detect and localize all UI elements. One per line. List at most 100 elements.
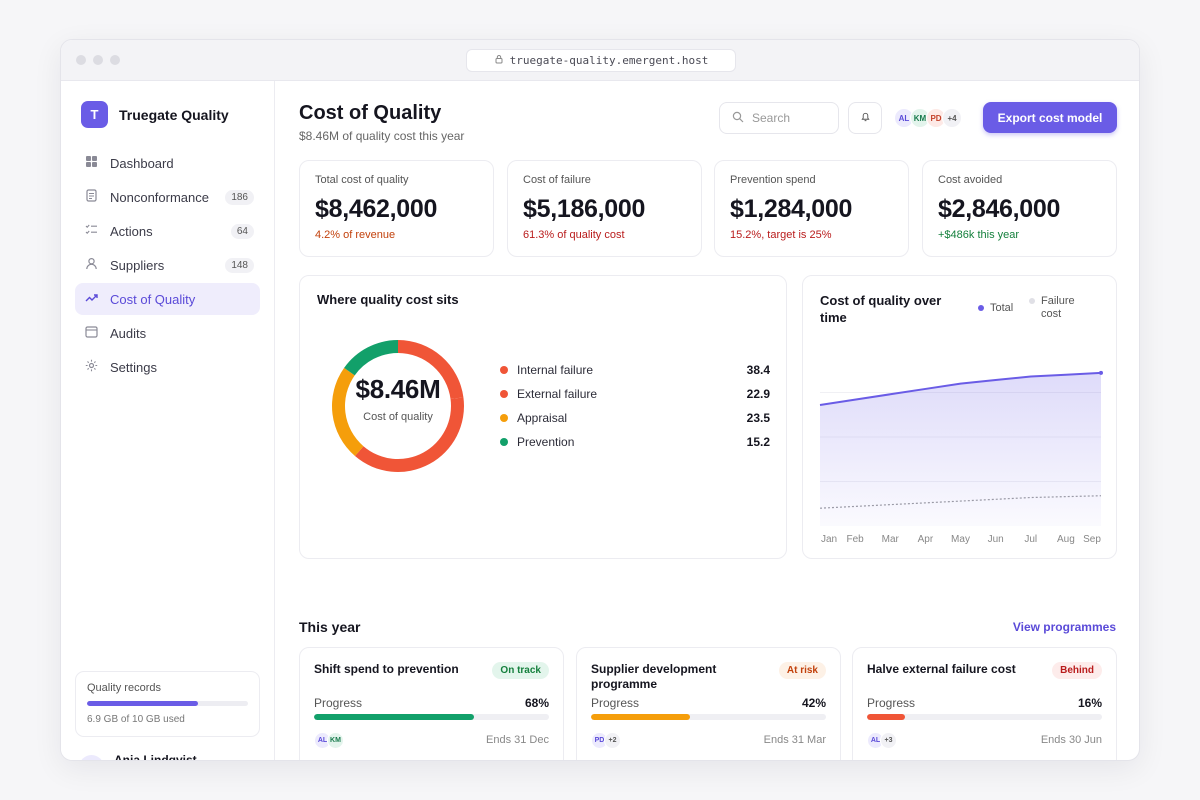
sidebar-item-audits[interactable]: Audits <box>75 317 260 349</box>
owner-avatars: AL KM <box>314 732 344 749</box>
browser-titlebar: truegate-quality.emergent.host <box>61 40 1139 81</box>
sidebar-item-suppliers[interactable]: Suppliers 148 <box>75 249 260 281</box>
brand[interactable]: T Truegate Quality <box>81 101 229 128</box>
sidebar-item-label: Nonconformance <box>110 189 209 205</box>
status-badge: On track <box>492 662 549 679</box>
lock-icon <box>494 54 504 67</box>
view-programmes-link[interactable]: View programmes <box>1012 620 1116 634</box>
card-title: Cost of quality over time <box>820 292 941 326</box>
avatar: KM <box>327 732 344 749</box>
donut-slice-external-failure[interactable] <box>398 340 464 400</box>
url-text: truegate-quality.emergent.host <box>509 54 709 67</box>
count-badge: 64 <box>230 223 254 239</box>
search-placeholder: Search <box>752 111 791 125</box>
avatar: +4 <box>942 108 962 128</box>
progress-percent: 42% <box>801 696 826 710</box>
kpi-value: $2,846,000 <box>938 195 1061 223</box>
donut-slice-appraisal[interactable] <box>332 367 364 457</box>
window-zoom-dot[interactable] <box>110 55 120 65</box>
count-badge: 186 <box>225 189 254 205</box>
kpi-label: Cost avoided <box>938 174 1003 186</box>
donut-slice-prevention[interactable] <box>344 340 398 376</box>
calendar-icon <box>85 325 110 341</box>
status-badge: Behind <box>1052 662 1102 679</box>
legend-value: 23.5 <box>746 411 770 425</box>
brand-name: Truegate Quality <box>119 106 229 123</box>
kpi-label: Prevention spend <box>730 174 816 186</box>
address-bar[interactable]: truegate-quality.emergent.host <box>466 49 736 72</box>
end-date: Ends 31 Dec <box>486 734 549 746</box>
programme-card[interactable]: Shift spend to prevention On track Progres… <box>299 647 564 760</box>
programme-title: Shift spend to prevention <box>314 662 459 676</box>
data-point-last[interactable] <box>1099 370 1103 375</box>
programme-card[interactable]: Halve external failure cost Behind Progres… <box>852 647 1117 760</box>
programme-card[interactable]: Supplier development programme At risk Pro… <box>576 647 841 760</box>
legend-failure-cost: Failure cost <box>1029 295 1075 321</box>
kpi-label: Total cost of quality <box>315 174 409 186</box>
end-date: Ends 31 Mar <box>763 734 826 746</box>
legend-item: Prevention 15.2 <box>500 434 770 450</box>
card-title: Where quality cost sits <box>317 292 459 307</box>
legend-value: 15.2 <box>746 435 770 449</box>
x-tick-label: May <box>951 534 970 545</box>
section-title: This year <box>299 619 361 635</box>
x-tick-label: Sep <box>1083 534 1101 545</box>
kpi-note: 61.3% of quality cost <box>523 229 625 241</box>
progress-label: Progress <box>867 696 916 710</box>
kpi-card-cost-avoided: Cost avoided $2,846,000 +$486k this year <box>922 160 1117 257</box>
sidebar-item-actions[interactable]: Actions 64 <box>75 215 260 247</box>
sidebar-item-label: Suppliers <box>110 257 165 273</box>
programme-title: Supplier development programme <box>591 662 717 691</box>
window-close-dot[interactable] <box>76 55 86 65</box>
legend-label: Prevention <box>517 435 575 449</box>
checklist-icon <box>85 223 110 239</box>
avatar: +2 <box>604 732 621 749</box>
donut-center-value: $8.46M <box>355 374 441 404</box>
legend-swatch <box>500 390 508 398</box>
owner-avatars: PD +2 <box>591 732 621 749</box>
donut-center-label: Cost of quality <box>363 411 433 423</box>
legend-item: Appraisal 23.5 <box>500 410 770 426</box>
kpi-value: $8,462,000 <box>315 195 438 223</box>
progress-bar <box>867 714 1102 720</box>
sidebar-item-label: Settings <box>110 359 157 375</box>
sidebar-item-settings[interactable]: Settings <box>75 351 260 383</box>
programme-title: Halve external failure cost <box>867 662 1016 676</box>
legend-label-line: cost <box>1041 308 1062 320</box>
export-cost-model-button[interactable]: Export cost model <box>983 102 1117 133</box>
kpi-card-total-cost: Total cost of quality $8,462,000 4.2% of… <box>299 160 494 257</box>
storage-progress-bar <box>87 701 248 706</box>
kpi-note: 15.2%, target is 25% <box>730 229 832 241</box>
legend-label: Appraisal <box>517 411 568 425</box>
kpi-card-cost-of-failure: Cost of failure $5,186,000 61.3% of qual… <box>507 160 702 257</box>
progress-percent: 16% <box>1077 696 1102 710</box>
kpi-value: $1,284,000 <box>730 195 853 223</box>
avatar: AL <box>314 732 331 749</box>
legend-label: Total <box>990 302 1014 314</box>
area-fill-total <box>820 372 1101 526</box>
series-line-failure-cost <box>819 495 1102 509</box>
user-profile[interactable]: AL Anja Lindqvist Quality Director <box>79 753 197 761</box>
sidebar-nav: Dashboard Nonconformance 186 Actions 64 … <box>75 147 260 385</box>
search-input[interactable]: Search <box>719 102 839 134</box>
sidebar-item-dashboard[interactable]: Dashboard <box>75 147 260 179</box>
sidebar: T Truegate Quality Dashboard Nonconforma… <box>61 81 275 760</box>
legend-label-line: Failure <box>1041 295 1075 307</box>
sidebar-item-cost-of-quality[interactable]: Cost of Quality <box>75 283 260 315</box>
collaborator-avatars[interactable]: AL KM PD +4 <box>894 108 962 128</box>
user-name: Anja Lindqvist <box>114 753 197 761</box>
notifications-button[interactable] <box>848 102 882 134</box>
status-badge: At risk <box>778 662 826 679</box>
sidebar-item-nonconformance[interactable]: Nonconformance 186 <box>75 181 260 213</box>
card-title-line: Cost of quality over <box>820 293 942 308</box>
x-tick-label: Mar <box>882 534 900 545</box>
avatar: AL <box>894 108 914 128</box>
donut-slice-internal-failure[interactable] <box>354 397 464 472</box>
sidebar-item-label: Audits <box>110 325 147 341</box>
legend-swatch <box>1029 298 1035 304</box>
window-minimize-dot[interactable] <box>93 55 103 65</box>
x-tick-label: Jul <box>1024 534 1037 545</box>
storage-title: Quality records <box>87 682 161 694</box>
legend-item: External failure 22.9 <box>500 386 770 402</box>
count-badge: 148 <box>225 257 254 273</box>
